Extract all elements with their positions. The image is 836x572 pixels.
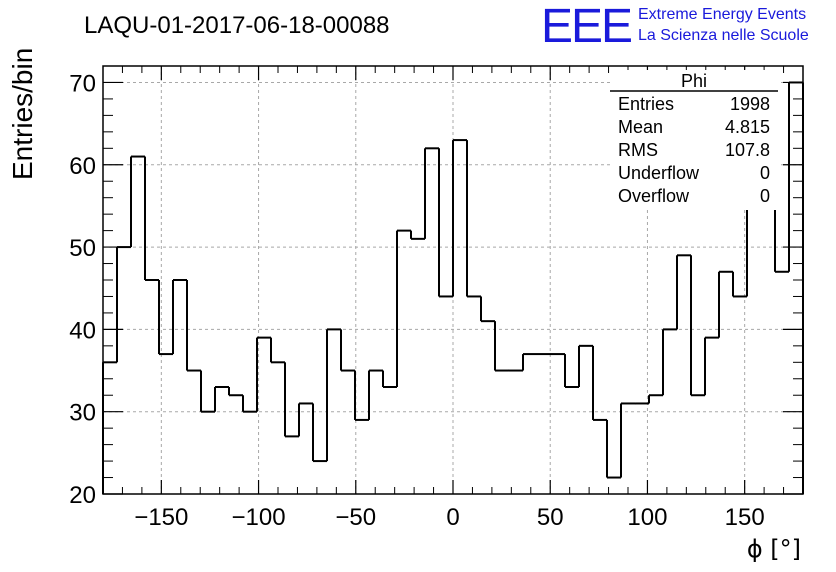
y-tick-labels: 20 30 40 50 60 70: [69, 70, 96, 509]
eee-logo-line2: La Scienza nelle Scuole: [638, 27, 809, 44]
stats-row-value: 0: [760, 186, 770, 206]
stats-box-bg: [610, 70, 778, 210]
axis-ticks: [102, 65, 804, 495]
x-tick-label: −50: [335, 504, 376, 531]
x-tick-label: 50: [537, 504, 564, 531]
stats-row-value: 0: [760, 163, 770, 183]
x-tick-label: −100: [232, 504, 286, 531]
y-tick-label: 60: [69, 153, 96, 180]
stats-box: Phi Entries 1998 Mean 4.815 RMS 107.8 Underflo…: [610, 70, 778, 210]
stats-row-label: Underflow: [618, 163, 700, 183]
stats-row-label: Mean: [618, 117, 663, 137]
y-axis-label: Entries/bin: [7, 48, 38, 180]
y-tick-label: 70: [69, 70, 96, 97]
x-axis-label: ϕ [°]: [747, 535, 801, 563]
x-tick-label: 100: [627, 504, 667, 531]
stats-row-value: 4.815: [725, 117, 770, 137]
x-tick-label: 150: [725, 504, 765, 531]
stats-box-title: Phi: [681, 71, 707, 91]
stats-row-label: Entries: [618, 94, 674, 114]
x-tick-label: −150: [134, 504, 188, 531]
stats-row-label: Overflow: [618, 186, 690, 206]
y-tick-label: 40: [69, 317, 96, 344]
eee-logo: EEE Extreme Energy Events La Scienza nel…: [541, 0, 809, 53]
eee-logo-mark: EEE: [541, 0, 631, 53]
stats-box-rows: Entries 1998 Mean 4.815 RMS 107.8 Underflow 0 Ov…: [618, 94, 770, 206]
stats-row-label: RMS: [618, 140, 658, 160]
eee-logo-line1: Extreme Energy Events: [638, 6, 806, 23]
x-tick-labels: −150 −100 −50 0 50 100 150: [134, 504, 764, 531]
y-tick-label: 20: [69, 482, 96, 509]
x-tick-label: 0: [446, 504, 459, 531]
y-tick-label: 50: [69, 235, 96, 262]
y-tick-label: 30: [69, 400, 96, 427]
chart-title: LAQU-01-2017-06-18-00088: [84, 12, 390, 39]
stats-row-value: 107.8: [725, 140, 770, 160]
stats-row-value: 1998: [730, 94, 770, 114]
